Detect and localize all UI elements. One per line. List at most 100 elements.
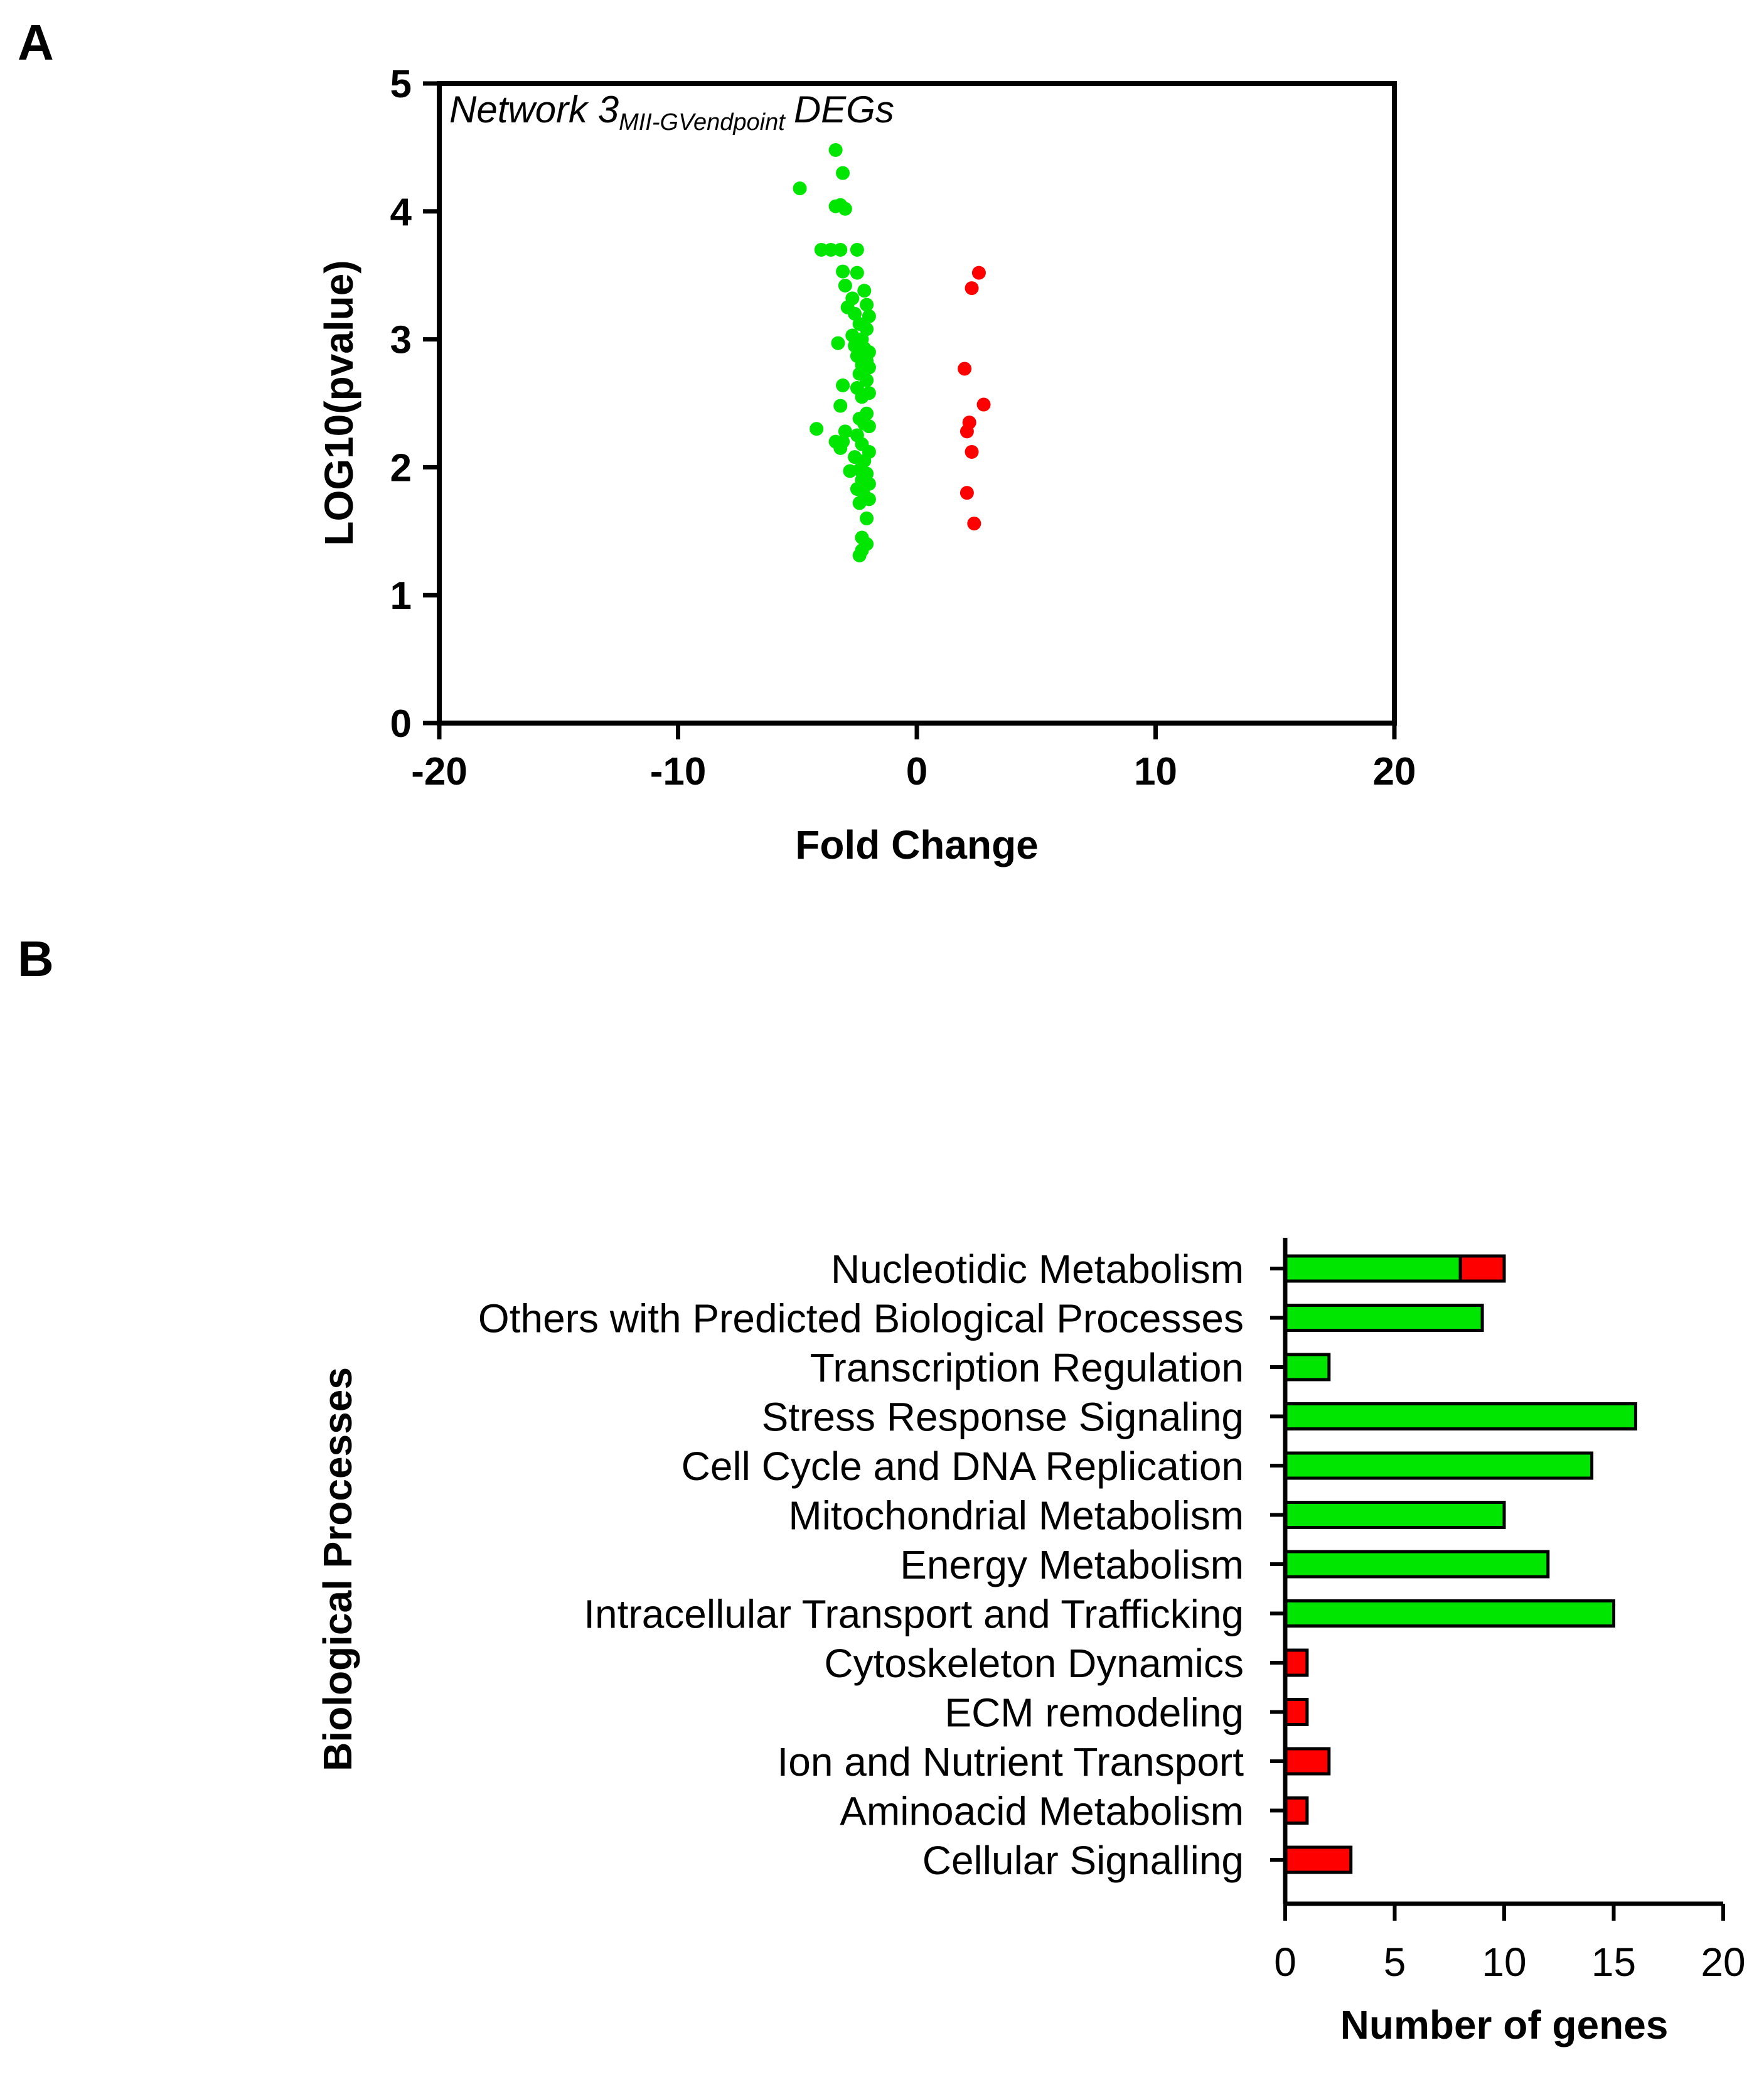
bar-x-tick-label: 5 (1384, 1940, 1406, 1985)
scatter-points (793, 142, 991, 563)
scatter-point-up (971, 266, 986, 280)
scatter-point-down (852, 496, 867, 510)
scatter-point-up (958, 362, 972, 376)
scatter-point-down (833, 242, 848, 257)
scatter-x-tick-label: 20 (1373, 750, 1416, 793)
scatter-title-subscript: MII-GVendpoint (619, 109, 786, 136)
scatter-point-down (836, 264, 850, 279)
scatter-x-tick-label: 10 (1134, 750, 1177, 793)
bar-x-ticks: 0 5 10 15 20 (1274, 1904, 1746, 1985)
bar-segment-red (1283, 1796, 1309, 1825)
scatter-point-down (824, 242, 838, 257)
bar-row: Cell Cycle and DNA Replication (682, 1444, 1594, 1489)
bar-category-label: Cell Cycle and DNA Replication (682, 1444, 1244, 1489)
scatter-title-suffix: DEGs (794, 89, 894, 131)
scatter-point-up (976, 397, 991, 412)
scatter-point-up (965, 444, 979, 459)
bar-segment-green (1283, 1402, 1637, 1430)
bar-row: ECM remodeling (944, 1690, 1309, 1736)
scatter-x-tick-label: -10 (650, 750, 707, 793)
bar-y-axis-title: Biological Processes (315, 1367, 360, 1771)
bar-segment-green (1283, 1451, 1594, 1480)
bar-row: Transcription Regulation (810, 1345, 1331, 1390)
scatter-y-tick-label: 4 (390, 191, 412, 234)
scatter-point-down (848, 306, 862, 321)
scatter-point-down (855, 390, 869, 404)
bar-x-tick-label: 20 (1701, 1940, 1745, 1985)
scatter-x-axis-title: Fold Change (795, 822, 1039, 867)
scatter-point-down (814, 242, 828, 257)
scatter-point-up (965, 281, 979, 296)
bar-segment-green (1283, 1550, 1550, 1579)
scatter-point-up (967, 517, 981, 531)
bar-category-label: Mitochondrial Metabolism (788, 1493, 1244, 1538)
bar-segment-green (1283, 1304, 1484, 1332)
bar-x-tick-label: 10 (1482, 1940, 1526, 1985)
scatter-y-ticks: 0 1 2 3 4 5 (390, 63, 439, 746)
bar-category-label: Ion and Nutrient Transport (777, 1739, 1244, 1784)
scatter-point-up (960, 424, 974, 439)
bar-segment-green (1283, 1599, 1615, 1628)
bar-category-label: Cellular Signalling (922, 1838, 1244, 1883)
bar-row: Cytoskeleton Dynamics (824, 1641, 1309, 1686)
scatter-point-down (838, 279, 852, 293)
bar-category-label: ECM remodeling (944, 1690, 1244, 1736)
bar-x-axis-title: Number of genes (1340, 2002, 1669, 2047)
bar-category-label: Cytoskeleton Dynamics (824, 1641, 1244, 1686)
bar-category-label: Energy Metabolism (900, 1542, 1244, 1587)
scatter-point-down (860, 511, 874, 525)
scatter-point-down (852, 549, 867, 563)
scatter-point-down (838, 201, 852, 216)
scatter-title-main: Network 3 (449, 89, 619, 131)
scatter-point-down (836, 378, 850, 392)
scatter-point-down (860, 322, 874, 336)
scatter-point-up (960, 486, 974, 500)
scatter-y-tick-label: 1 (390, 574, 412, 618)
scatter-y-tick-label: 3 (390, 319, 412, 362)
scatter-point-down (860, 373, 874, 387)
bar-row: Others with Predicted Biological Process… (478, 1296, 1484, 1341)
scatter-title: Network 3MII-GVendpoint DEGs (449, 89, 894, 136)
scatter-point-down (850, 266, 864, 280)
bar-row: Mitochondrial Metabolism (788, 1493, 1506, 1538)
bar-category-label: Transcription Regulation (810, 1345, 1244, 1390)
scatter-point-down (828, 142, 843, 157)
bar-segment-green (1283, 1353, 1331, 1382)
scatter-x-ticks: -20 -10 0 10 20 (411, 723, 1416, 793)
scatter-point-down (833, 399, 848, 413)
bar-category-label: Aminoacid Metabolism (840, 1789, 1244, 1834)
bar-category-label: Others with Predicted Biological Process… (478, 1296, 1244, 1341)
bar-category-label: Nucleotidic Metabolism (831, 1247, 1244, 1292)
scatter-point-down (860, 298, 874, 312)
bar-segment-red (1283, 1698, 1309, 1726)
scatter-y-tick-label: 5 (390, 63, 412, 106)
bar-x-tick-label: 0 (1274, 1940, 1296, 1985)
bar-row: Intracellular Transport and Trafficking (584, 1592, 1615, 1637)
bar-row: Energy Metabolism (900, 1542, 1550, 1587)
bar-row: Cellular Signalling (922, 1838, 1353, 1883)
scatter-x-tick-label: -20 (411, 750, 468, 793)
bar-row: Stress Response Signaling (762, 1395, 1637, 1440)
scatter-plot-frame (437, 81, 1397, 726)
bar-row: Aminoacid Metabolism (840, 1789, 1309, 1834)
scatter-point-down (862, 476, 876, 491)
scatter-point-down (810, 422, 824, 436)
scatter-y-tick-label: 2 (390, 446, 412, 490)
bar-segment-green (1283, 1501, 1506, 1529)
bar-segment-red (1283, 1747, 1331, 1776)
bar-segment-red (1458, 1254, 1506, 1283)
scatter-point-down (857, 284, 872, 298)
bar-row: Ion and Nutrient Transport (777, 1739, 1331, 1784)
scatter-y-tick-label: 0 (390, 702, 412, 746)
bar-x-tick-label: 15 (1591, 1940, 1636, 1985)
panel-b-label: B (18, 931, 54, 987)
bar-segment-red (1283, 1648, 1309, 1677)
bar-row: Nucleotidic Metabolism (831, 1247, 1506, 1292)
scatter-point-down (793, 181, 807, 196)
scatter-x-tick-label: 0 (906, 750, 927, 793)
scatter-point-down (833, 441, 848, 455)
scatter-point-down (831, 336, 845, 350)
